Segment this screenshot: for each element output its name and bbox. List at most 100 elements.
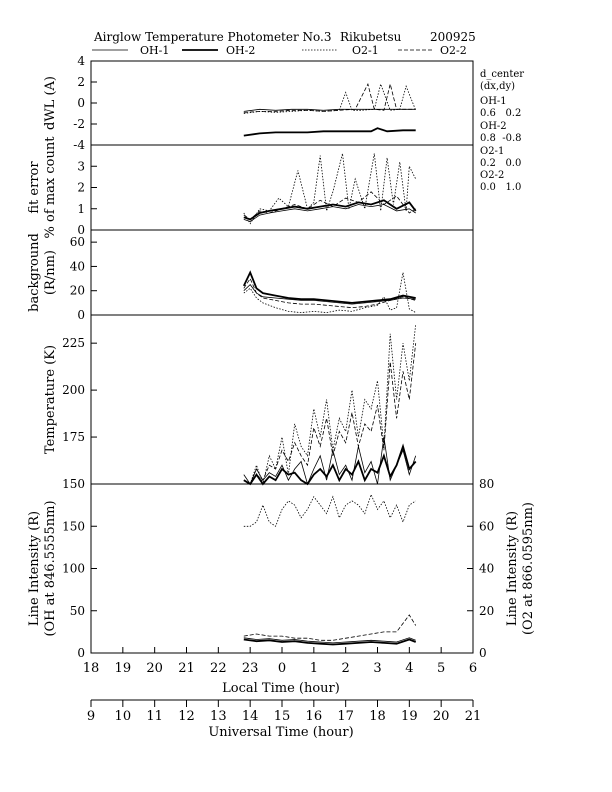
panel-background-ytick-label: 0 xyxy=(77,308,85,322)
universal-time-tick-label: 18 xyxy=(369,709,386,724)
panel-fit_error-series-oh-1 xyxy=(243,204,416,222)
universal-time-tick-label: 21 xyxy=(465,709,482,724)
panel-intensity-right-ytick-label: 60 xyxy=(479,519,494,533)
panel-dwl-series-o2-2 xyxy=(243,82,416,113)
panel-background-ytick-label: 40 xyxy=(70,259,85,273)
local-time-axis-label: Local Time (hour) xyxy=(222,681,340,696)
panel-fit_error-series-o2-2 xyxy=(243,191,416,220)
universal-time-tick-label: 11 xyxy=(146,709,163,724)
panel-dwl-ytick-label: 4 xyxy=(77,54,85,68)
panel-dwl-ylabel: dWL (A) xyxy=(43,76,58,130)
panel-fit_error-frame xyxy=(90,144,474,231)
universal-time-tick-label: 19 xyxy=(401,709,418,724)
local-time-tick-label: 0 xyxy=(278,661,286,676)
local-time-tick-label: 21 xyxy=(178,661,195,676)
panel-intensity-right-ylabel: (O2 at 866.0595nm) xyxy=(521,502,536,635)
panel-intensity-ytick-label: 0 xyxy=(77,646,85,660)
panel-fit_error-series-o2-1 xyxy=(243,153,417,225)
panel-temperature-series-oh-2 xyxy=(243,443,417,486)
panel-background-ytick-label: 20 xyxy=(70,284,85,298)
panel-intensity-right-ytick-label: 40 xyxy=(479,562,494,576)
panel-fit_error-ytick-label: 2 xyxy=(77,181,85,195)
local-time-axis: 18 19 20 21 22 23 0 1 2 3 4 5 6 xyxy=(83,647,477,676)
panel-intensity-ytick-label: 100 xyxy=(62,562,85,576)
local-time-tick-label: 18 xyxy=(83,661,100,676)
panel-temperature-ytick-label: 200 xyxy=(62,383,85,397)
panel-fit_error-ylabel: fit error xyxy=(27,161,42,214)
universal-time-tick-label: 12 xyxy=(178,709,195,724)
panel-intensity-ytick-label: 50 xyxy=(70,604,85,618)
panel-intensity-right-ytick-label: 80 xyxy=(479,477,494,491)
panel-background-ytick-label: 60 xyxy=(70,235,85,249)
station-name: Rikubetsu xyxy=(340,30,402,44)
panel-temperature-frame xyxy=(90,314,474,485)
d-center-oh1-value: 0.6 0.2 xyxy=(480,108,521,119)
panel-intensity-series-o2-2 xyxy=(243,614,417,641)
panel-dwl-ytick-label: 0 xyxy=(77,96,85,110)
panel-background-series-oh-2 xyxy=(242,270,416,304)
d-center-o21-value: 0.2 0.0 xyxy=(480,158,521,169)
panel-background: 60 40 20 0 background (R/nm) xyxy=(27,229,474,322)
legend: OH-1 OH-2 O2-1 O2-2 xyxy=(92,44,467,57)
panel-fit_error-series-oh-2 xyxy=(243,199,417,221)
panel-temperature-ylabel: Temperature (K) xyxy=(43,345,58,454)
legend-label-oh2: OH-2 xyxy=(226,44,255,57)
universal-time-axis: 9 10 11 12 13 14 15 16 17 18 19 20 21 xyxy=(87,699,482,724)
universal-time-tick-label: 20 xyxy=(433,709,450,724)
local-time-tick-label: 20 xyxy=(146,661,163,676)
panel-intensity-right-ytick-label: 20 xyxy=(479,604,494,618)
panel-intensity-series-o2-1 xyxy=(243,493,416,527)
local-time-tick-label: 23 xyxy=(242,661,259,676)
legend-label-oh1: OH-1 xyxy=(140,44,169,57)
universal-time-tick-label: 10 xyxy=(115,709,132,724)
universal-time-tick-label: 16 xyxy=(306,709,323,724)
legend-label-o22: O2-2 xyxy=(440,44,467,57)
panel-background-series-o2-2 xyxy=(243,277,416,309)
universal-time-tick-label: 13 xyxy=(210,709,227,724)
panel-temperature: 225 200 175 150 Temperature (K) xyxy=(43,314,474,491)
panel-temperature-series-o2-1 xyxy=(243,324,417,486)
panel-temperature-ytick-label: 225 xyxy=(62,336,85,350)
d-center-o21-name: O2-1 xyxy=(480,146,504,157)
panel-background-series-o2-1 xyxy=(243,272,416,314)
panel-temperature-series-oh-1 xyxy=(243,437,417,486)
legend-label-o21: O2-1 xyxy=(352,44,379,57)
local-time-tick-label: 5 xyxy=(437,661,445,676)
panel-background-frame xyxy=(90,229,474,316)
panel-intensity-ytick-label: 150 xyxy=(62,519,85,533)
local-time-tick-label: 22 xyxy=(210,661,227,676)
panel-background-series-oh-1 xyxy=(243,283,416,305)
panel-intensity-right-ytick-label: 0 xyxy=(479,646,487,660)
d-center-oh2-name: OH-2 xyxy=(480,121,507,132)
panel-dwl-series-oh-1 xyxy=(243,108,416,112)
panel-background-ylabel: background xyxy=(27,233,42,312)
d-center-info: d_center (dx,dy) OH-1 0.6 0.2 OH-2 0.8 -… xyxy=(480,69,524,193)
panel-fit_error-ytick-label: 0 xyxy=(77,223,85,237)
panel-intensity-series-oh-2 xyxy=(243,638,417,646)
panel-intensity-right-ylabel: Line Intensity (R) xyxy=(505,511,520,626)
panel-dwl-series-o2-1 xyxy=(243,82,417,114)
panel-intensity-ylabel: (OH at 846.5555nm) xyxy=(43,500,58,636)
d-center-subtitle: (dx,dy) xyxy=(480,81,515,92)
figure-title: Airglow Temperature Photometer No.3 xyxy=(93,30,332,44)
d-center-oh1-name: OH-1 xyxy=(480,96,507,107)
panel-background-ylabel: (R/nm) xyxy=(43,250,58,295)
panel-fit_error: 3 2 1 0 fit error% of max count xyxy=(27,136,474,238)
panel-dwl-series-oh-2 xyxy=(243,127,416,137)
date-label: 200925 xyxy=(430,30,476,44)
panel-fit_error-ytick-label: 3 xyxy=(77,159,85,173)
panel-temperature-ytick-label: 175 xyxy=(62,430,85,444)
panel-temperature-series-o2-2 xyxy=(243,343,417,485)
local-time-tick-label: 6 xyxy=(469,661,477,676)
universal-time-tick-label: 9 xyxy=(87,709,95,724)
d-center-o22-name: O2-2 xyxy=(480,170,504,181)
local-time-tick-label: 4 xyxy=(405,661,413,676)
universal-time-tick-label: 17 xyxy=(337,709,354,724)
universal-time-tick-label: 14 xyxy=(242,709,259,724)
local-time-tick-label: 2 xyxy=(342,661,350,676)
panel-intensity-ylabel: Line Intensity (R) xyxy=(27,511,42,626)
panel-intensity-series-oh-1 xyxy=(243,637,416,644)
